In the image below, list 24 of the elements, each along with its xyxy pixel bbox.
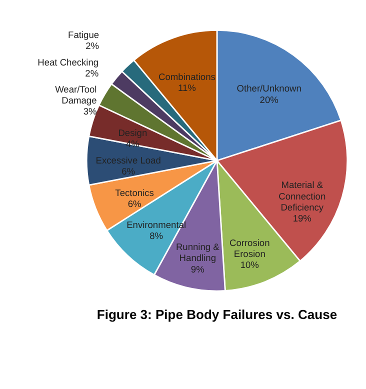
data-label: 10% [240, 260, 259, 270]
data-label: 8% [150, 231, 164, 242]
data-label: 4% [126, 139, 140, 150]
slice-label: Corrosion Erosion [229, 238, 270, 260]
slice-label: Material & Connection Deficiency [278, 180, 326, 212]
slice-label: Other/Unknown [236, 84, 302, 94]
slice-label: Design [118, 128, 148, 138]
slice-label: Wear/Tool Damage [55, 84, 97, 106]
slice-label: Tectonics [115, 188, 154, 198]
data-label: 3% [83, 106, 97, 117]
slice-label: Heat Checking [38, 57, 99, 68]
data-label: 9% [190, 264, 204, 274]
slice-label: Excessive Load [96, 155, 161, 166]
slice-label: Running & Handling [176, 242, 220, 264]
data-label: 2% [86, 40, 100, 51]
slice-label: Fatigue [68, 30, 100, 40]
data-label: 11% [178, 83, 196, 94]
slice-label: Combinations [158, 72, 216, 82]
data-label: 2% [85, 68, 99, 79]
data-label: 6% [122, 166, 136, 177]
text: Figure 3: Pipe Body Failures vs. Cause [96, 306, 338, 322]
data-label: 19% [292, 214, 312, 224]
data-label: 20% [260, 94, 278, 105]
data-label: 6% [128, 199, 142, 210]
